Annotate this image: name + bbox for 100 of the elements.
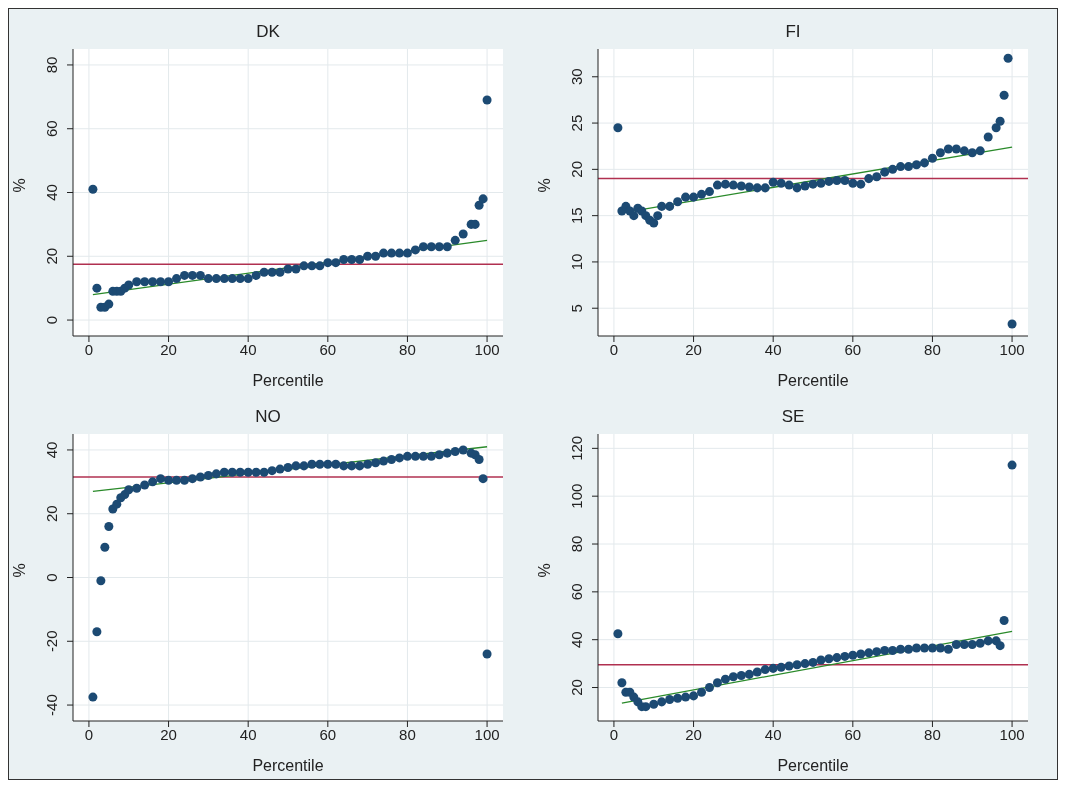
point xyxy=(999,616,1009,626)
point xyxy=(768,663,778,673)
point xyxy=(179,475,189,485)
point xyxy=(712,180,722,190)
point xyxy=(689,691,699,701)
x-tick-label: 80 xyxy=(399,340,416,358)
point xyxy=(275,464,285,474)
point xyxy=(649,218,659,228)
point xyxy=(92,283,102,293)
point xyxy=(96,576,106,586)
y-axis-title: % xyxy=(535,178,553,193)
point xyxy=(88,184,98,194)
point xyxy=(888,164,898,174)
point xyxy=(613,629,623,639)
point xyxy=(1007,460,1017,470)
point xyxy=(848,178,858,188)
point xyxy=(323,258,333,268)
chart-title: FI xyxy=(784,21,802,43)
y-tick-label: 40 xyxy=(43,184,60,201)
point xyxy=(307,459,317,469)
x-tick-label: 60 xyxy=(319,340,337,358)
x-tick-label: 0 xyxy=(84,340,94,358)
point xyxy=(784,180,794,190)
point xyxy=(426,242,436,252)
point xyxy=(983,132,993,142)
point xyxy=(832,653,842,663)
point xyxy=(172,274,182,284)
point xyxy=(307,261,317,271)
y-axis-title: % xyxy=(10,178,28,193)
point xyxy=(983,636,993,646)
point xyxy=(744,182,754,192)
x-tick-label: 80 xyxy=(924,340,941,358)
point xyxy=(1007,319,1017,329)
point xyxy=(999,90,1009,100)
point xyxy=(299,461,309,471)
point xyxy=(697,189,707,199)
point xyxy=(235,274,245,284)
point xyxy=(927,153,937,163)
y-tick-label: -40 xyxy=(43,694,60,716)
y-tick-label: 20 xyxy=(43,505,60,523)
y-tick-label: 80 xyxy=(43,56,60,74)
point xyxy=(856,179,866,189)
point xyxy=(697,687,707,697)
point xyxy=(613,123,623,133)
x-tick-label: 40 xyxy=(239,725,257,743)
point xyxy=(132,277,142,287)
y-tick-label: 0 xyxy=(43,573,60,582)
point xyxy=(617,678,627,688)
point xyxy=(243,467,253,477)
point xyxy=(331,459,341,469)
point xyxy=(888,645,898,655)
point xyxy=(482,649,492,659)
point xyxy=(728,180,738,190)
x-tick-label: 100 xyxy=(474,725,500,743)
point xyxy=(967,639,977,649)
point xyxy=(919,158,929,168)
point xyxy=(347,254,357,264)
point xyxy=(951,144,961,154)
point xyxy=(800,181,810,191)
point xyxy=(100,542,110,552)
point xyxy=(736,671,746,681)
point xyxy=(410,245,420,255)
point xyxy=(140,277,150,287)
y-tick-label: 80 xyxy=(568,535,585,553)
point xyxy=(410,451,420,461)
point xyxy=(458,229,468,239)
point xyxy=(267,267,277,277)
point xyxy=(943,644,953,654)
point xyxy=(935,643,945,653)
point xyxy=(251,467,261,477)
point xyxy=(665,201,675,211)
point xyxy=(458,445,468,455)
chart-title: DK xyxy=(255,21,281,43)
x-tick-label: 100 xyxy=(474,340,500,358)
point xyxy=(673,693,683,703)
chart-title: SE xyxy=(780,406,806,428)
point xyxy=(315,261,325,271)
y-tick-label: 5 xyxy=(568,304,585,313)
point xyxy=(792,660,802,670)
point xyxy=(156,277,166,287)
x-tick-label: 0 xyxy=(609,340,619,358)
point xyxy=(657,201,667,211)
x-tick-label: 100 xyxy=(999,340,1025,358)
point xyxy=(104,299,114,309)
point xyxy=(744,669,754,679)
point xyxy=(124,280,134,290)
point xyxy=(323,459,333,469)
point xyxy=(187,474,197,484)
point xyxy=(203,274,213,284)
point xyxy=(148,477,158,487)
point xyxy=(649,699,659,709)
point xyxy=(848,650,858,660)
point xyxy=(792,183,802,193)
point xyxy=(752,183,762,193)
point xyxy=(935,148,945,158)
point xyxy=(179,270,189,280)
point xyxy=(816,655,826,665)
point xyxy=(959,639,969,649)
point xyxy=(959,146,969,156)
point xyxy=(104,521,114,531)
